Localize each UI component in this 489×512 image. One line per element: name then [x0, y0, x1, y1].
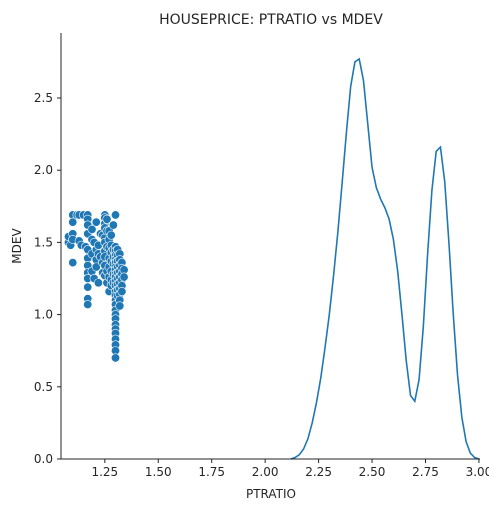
scatter-point: [111, 210, 121, 220]
y-tick-label: 2.5: [34, 91, 53, 105]
scatter-point: [87, 224, 97, 234]
scatter-series: [63, 210, 129, 363]
scatter-point: [91, 262, 101, 272]
x-tick-label: 2.25: [305, 465, 332, 479]
plot-area: [63, 57, 480, 460]
chart-title: HOUSEPRICE: PTRATIO vs MDEV: [159, 12, 383, 28]
y-tick-label: 1.5: [34, 235, 53, 249]
x-tick-label: 2.50: [359, 465, 386, 479]
x-tick-label: 3.00: [466, 465, 489, 479]
scatter-point: [111, 353, 121, 363]
y-tick-label: 0.0: [34, 452, 53, 466]
scatter-point: [102, 214, 112, 224]
scatter-point: [93, 278, 103, 288]
y-ticks: 0.0 0.5 1.0 1.5 2.0 2.5: [34, 91, 61, 466]
x-axis-label: PTRATIO: [246, 487, 296, 501]
x-tick-label: 1.75: [198, 465, 225, 479]
scatter-point: [83, 282, 93, 292]
x-tick-label: 1.50: [145, 465, 172, 479]
scatter-point: [68, 258, 78, 268]
scatter-point: [83, 299, 93, 309]
x-tick-label: 2.75: [412, 465, 439, 479]
scatter-point: [68, 217, 78, 227]
y-tick-label: 2.0: [34, 163, 53, 177]
scatter-point: [108, 220, 118, 230]
line-series: [290, 57, 480, 460]
x-tick-label: 2.00: [252, 465, 279, 479]
scatter-point: [91, 217, 101, 227]
x-tick-label: 1.25: [91, 465, 118, 479]
y-tick-label: 1.0: [34, 308, 53, 322]
scatter-point: [106, 230, 116, 240]
scatter-point: [117, 286, 127, 296]
y-axis-label: MDEV: [10, 228, 24, 264]
y-tick-label: 0.5: [34, 380, 53, 394]
scatter-point: [115, 301, 125, 311]
scatter-point: [119, 272, 129, 282]
x-ticks: 1.25 1.50 1.75 2.00 2.25 2.50 2.75 3.00: [91, 459, 489, 479]
